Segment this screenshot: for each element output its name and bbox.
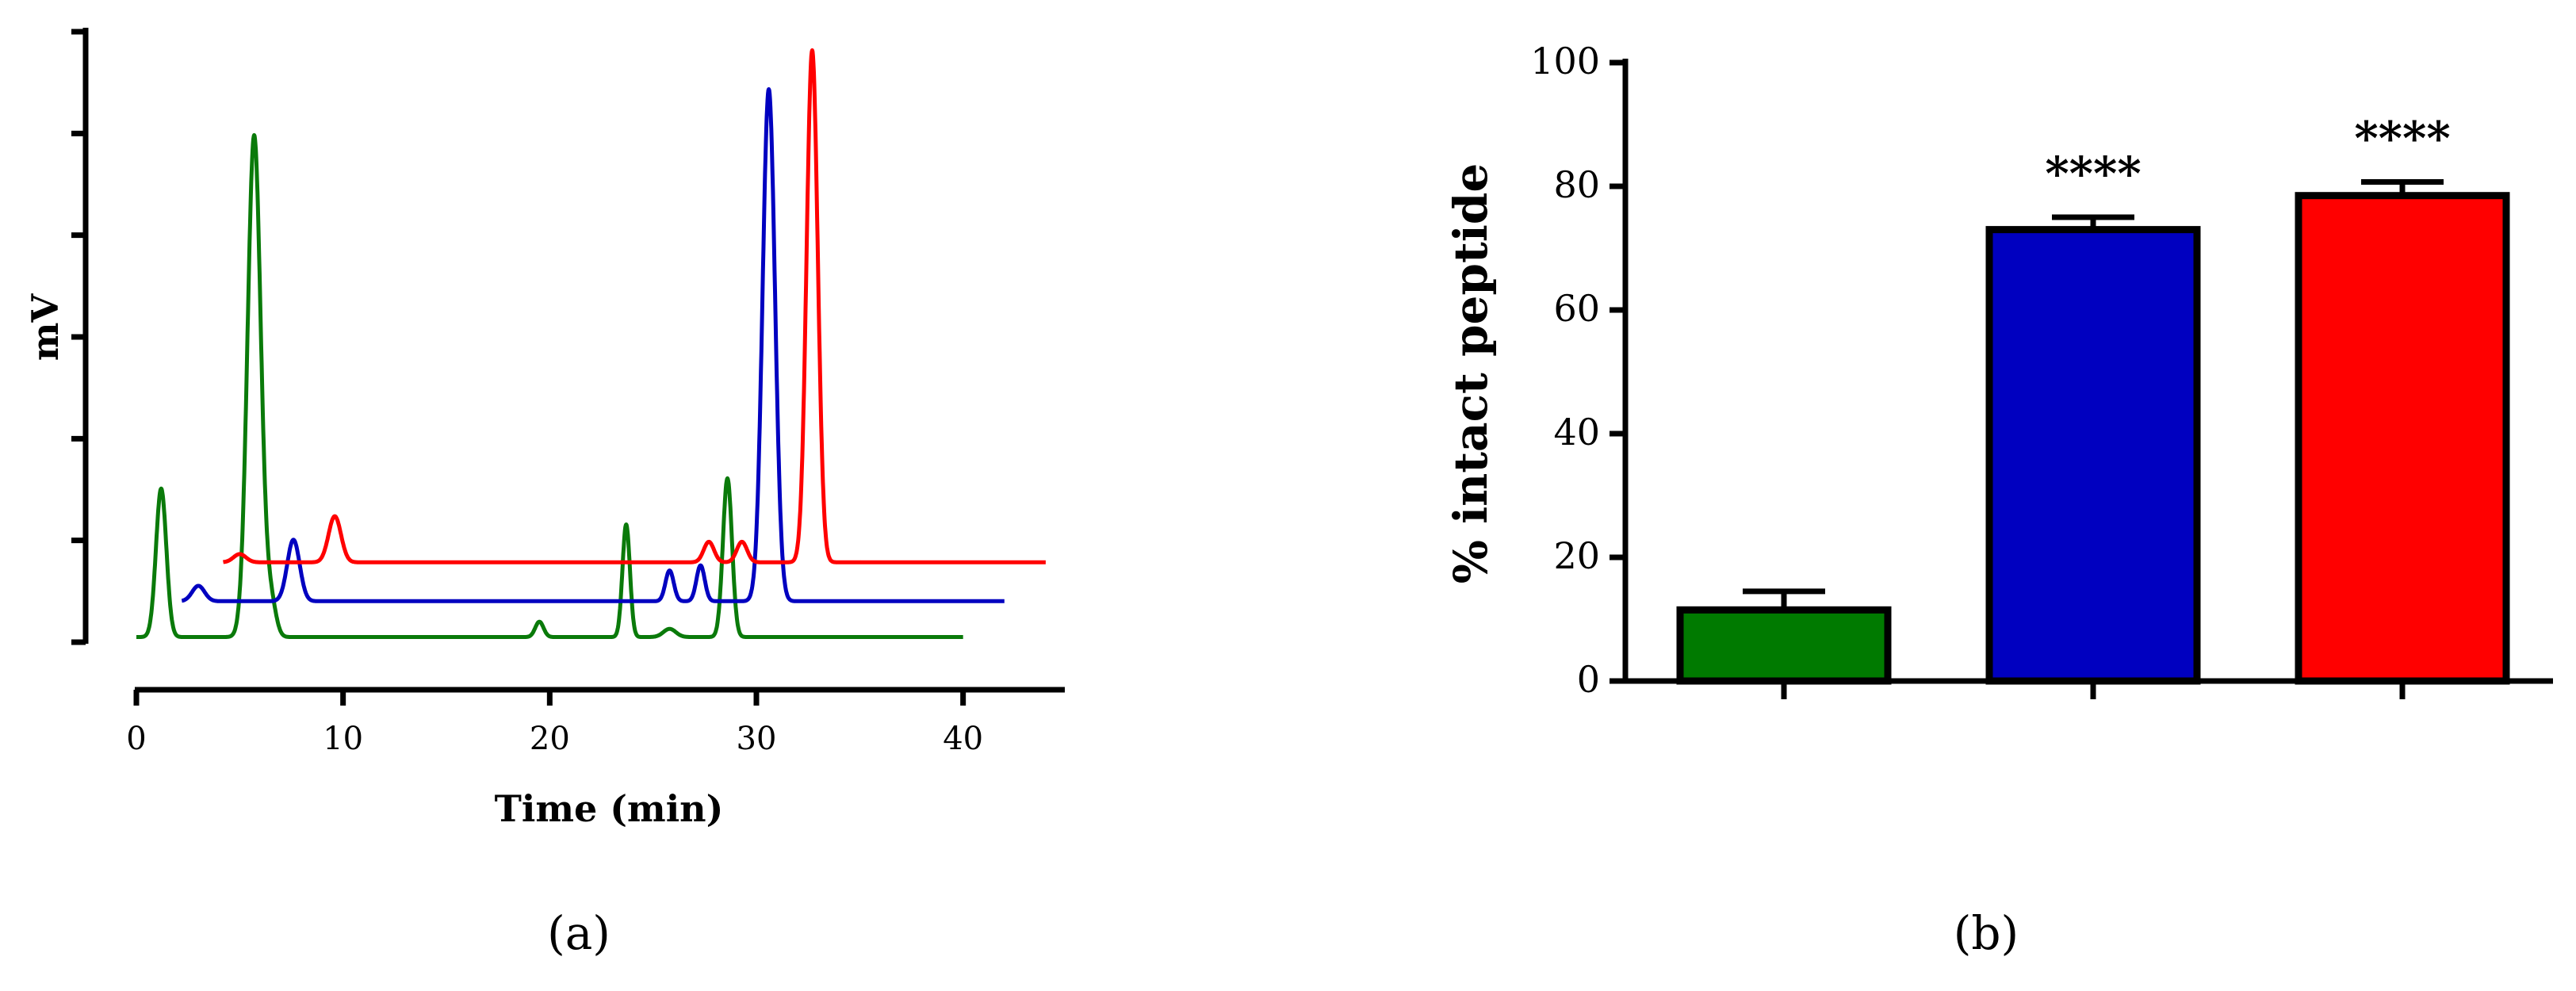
bar-y-tick-label: 80 xyxy=(1553,163,1600,206)
bar-chart-panel: 0 20 40 60 80 100 **** **** % intact peptide (… xyxy=(1444,40,2553,960)
bar-red xyxy=(2295,192,2510,685)
chromatogram-y-axis-label: mV xyxy=(24,293,67,362)
chromatogram-trace-red xyxy=(221,48,1047,564)
bar-y-tick-label: 100 xyxy=(1530,40,1600,82)
significance-label-blue: **** xyxy=(2045,147,2141,201)
panel-label-a: (a) xyxy=(547,906,611,960)
bar-y-tick-label: 60 xyxy=(1553,287,1600,330)
chromatogram-trace-green xyxy=(135,132,965,639)
chromatogram-trace-blue xyxy=(180,87,1006,603)
bar-y-tick-label: 20 xyxy=(1553,534,1600,577)
bar-y-tick-label: 40 xyxy=(1553,411,1600,453)
chromatogram-x-axis-label: Time (min) xyxy=(495,787,724,830)
error-bar-blue xyxy=(2052,214,2134,230)
chromatogram-x-tick-label: 10 xyxy=(323,721,363,757)
bar-y-tick-label: 0 xyxy=(1577,658,1600,701)
chromatogram-x-tick-label: 0 xyxy=(126,721,146,757)
chromatogram-x-tick-label: 30 xyxy=(737,721,777,757)
error-bar-red xyxy=(2361,179,2444,196)
significance-label-red: **** xyxy=(2354,112,2450,166)
bar-green xyxy=(1676,606,1892,685)
chromatogram-x-tick-label: 20 xyxy=(530,721,570,757)
bar-y-axis-label: % intact peptide xyxy=(1444,163,1498,584)
panel-label-b: (b) xyxy=(1954,906,2019,960)
chromatogram-x-tick-label: 40 xyxy=(943,721,983,757)
error-bar-green xyxy=(1743,588,1825,610)
bar-blue xyxy=(1985,226,2201,685)
chromatogram-panel: 0 10 20 30 40 mV Time (min) (a) xyxy=(24,28,1065,960)
